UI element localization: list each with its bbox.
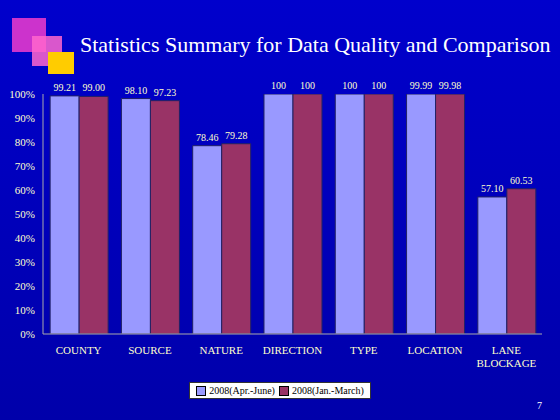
- svg-text:78.46: 78.46: [196, 132, 219, 143]
- svg-text:10%: 10%: [15, 304, 35, 316]
- html-text:2008(Jan.-March): 2008(Jan.-March): [292, 385, 364, 396]
- svg-text:100%: 100%: [9, 88, 35, 100]
- svg-text:100: 100: [271, 80, 286, 91]
- svg-text:20%: 20%: [15, 280, 35, 292]
- svg-text:40%: 40%: [15, 232, 35, 244]
- svg-text:99.00: 99.00: [82, 82, 105, 93]
- svg-text:99.99: 99.99: [410, 80, 433, 91]
- svg-text:60.53: 60.53: [510, 175, 533, 186]
- svg-text:60%: 60%: [15, 184, 35, 196]
- html-text:7: 7: [537, 400, 542, 411]
- svg-text:0%: 0%: [20, 328, 35, 340]
- svg-text:100: 100: [342, 80, 357, 91]
- html-text:Statistics Summary for Data Qu: Statistics Summary for Data Quality and …: [80, 32, 551, 57]
- svg-text:98.10: 98.10: [125, 85, 148, 96]
- svg-text:99.21: 99.21: [53, 82, 76, 93]
- svg-text:30%: 30%: [15, 256, 35, 268]
- svg-text:DIRECTION: DIRECTION: [263, 344, 322, 356]
- svg-text:97.23: 97.23: [154, 87, 177, 98]
- svg-text:NATURE: NATURE: [200, 344, 244, 356]
- svg-text:70%: 70%: [15, 160, 35, 172]
- svg-text:TYPE: TYPE: [350, 344, 378, 356]
- html-text:2008(Apr.-June): 2008(Apr.-June): [209, 385, 275, 396]
- svg-text:LOCATION: LOCATION: [408, 344, 463, 356]
- svg-text:80%: 80%: [15, 136, 35, 148]
- svg-text:57.10: 57.10: [481, 183, 504, 194]
- svg-text:LANEBLOCKAGE: LANEBLOCKAGE: [476, 344, 536, 369]
- svg-text:90%: 90%: [15, 112, 35, 124]
- svg-text:100: 100: [371, 80, 386, 91]
- svg-text:100: 100: [300, 80, 315, 91]
- svg-text:79.28: 79.28: [225, 130, 248, 141]
- svg-text:COUNTY: COUNTY: [56, 344, 102, 356]
- svg-text:SOURCE: SOURCE: [128, 344, 172, 356]
- svg-text:99.98: 99.98: [439, 80, 462, 91]
- svg-text:50%: 50%: [15, 208, 35, 220]
